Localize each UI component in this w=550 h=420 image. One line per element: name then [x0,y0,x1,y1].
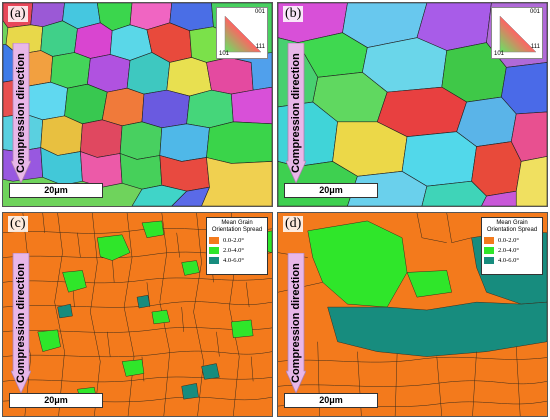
ipf-label-bottom-left: 101 [494,51,505,57]
scale-bar: 20μm [9,183,103,198]
legend-item: 0.0-2.0° [209,237,265,244]
panel-label: (d) [283,216,304,232]
ipf-label-top: 001 [529,9,540,15]
legend-label: 0.0-2.0° [223,237,245,244]
legend-label: 2.0-4.0° [223,247,245,254]
legend-label: 2.0-4.0° [498,247,520,254]
ipf-color-key: 001 101 111 [216,7,268,59]
ipf-label-bottom-right: 111 [255,44,265,50]
ipf-triangle-icon [224,15,262,53]
legend-swatch [484,237,494,244]
grain-orientation-spread-map-d [278,213,547,416]
ipf-label-bottom-right: 111 [530,44,540,50]
legend-title-line2: Orientation Spread [486,227,538,233]
legend-label: 4.0-6.0° [498,257,520,264]
legend-swatch [209,237,219,244]
legend-swatch [484,257,494,264]
legend-label: 4.0-6.0° [223,257,245,264]
legend-title-line2: Orientation Spread [211,227,263,233]
panel-b: 001 101 111 (b) Compression direction 20… [277,2,548,207]
panel-label: (b) [283,6,304,22]
legend-item: 2.0-4.0° [484,247,540,254]
panel-c: Mean Grain Orientation Spread 0.0-2.0° 2… [2,212,273,417]
panel-label: (c) [8,216,28,232]
compression-arrow-icon [286,43,306,183]
legend-swatch [484,247,494,254]
orientation-spread-legend: Mean Grain Orientation Spread 0.0-2.0° 2… [206,217,268,275]
compression-arrow-icon [286,253,306,393]
compression-direction-label: Compression direction [15,263,27,383]
panel-label: (a) [8,6,28,22]
ipf-triangle-icon [499,15,537,53]
scale-bar: 20μm [9,393,103,408]
legend-label: 0.0-2.0° [498,237,520,244]
legend-title-line1: Mean Grain [496,220,528,226]
scale-bar: 20μm [284,183,378,198]
compression-direction-label: Compression direction [290,263,302,383]
legend-swatch [209,257,219,264]
panel-a: 001 101 111 (a) Compression direction 20… [2,2,273,207]
legend-item: 4.0-6.0° [484,257,540,264]
legend-item: 0.0-2.0° [484,237,540,244]
compression-direction-label: Compression direction [290,53,302,173]
compression-arrow-icon [11,43,31,183]
orientation-spread-legend: Mean Grain Orientation Spread 0.0-2.0° 2… [481,217,543,275]
compression-arrow-icon [11,253,31,393]
legend-item: 4.0-6.0° [209,257,265,264]
ipf-label-top: 001 [254,9,265,15]
legend-title-line1: Mean Grain [221,220,253,226]
ipf-label-bottom-left: 101 [219,51,230,57]
compression-direction-label: Compression direction [15,53,27,173]
ipf-color-key: 001 101 111 [491,7,543,59]
legend-swatch [209,247,219,254]
legend-item: 2.0-4.0° [209,247,265,254]
scale-bar: 20μm [284,393,378,408]
panel-d: Mean Grain Orientation Spread 0.0-2.0° 2… [277,212,548,417]
